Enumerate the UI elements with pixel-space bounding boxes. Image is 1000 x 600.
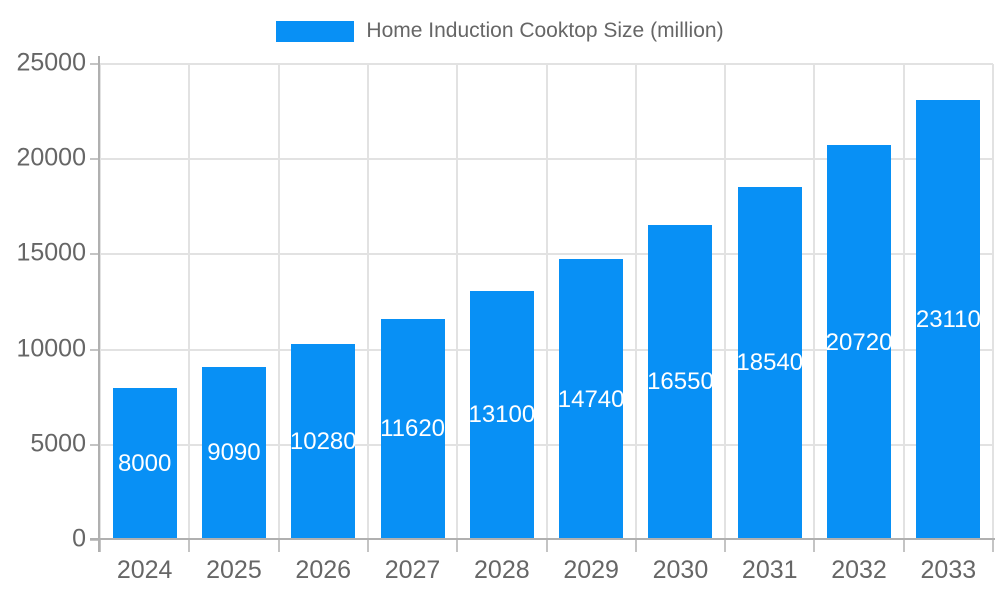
y-tick [90, 539, 100, 541]
bar-2033[interactable]: 23110 [915, 99, 981, 540]
y-axis-label: 15000 [16, 238, 86, 267]
x-gridline [366, 64, 369, 540]
bar-2025[interactable]: 9090 [201, 366, 266, 540]
y-tick [90, 158, 100, 161]
x-gridline [188, 64, 191, 540]
x-gridline [545, 64, 548, 540]
x-axis-label: 2024 [116, 556, 173, 584]
x-gridline [992, 64, 994, 540]
y-tick [90, 348, 100, 351]
y-axis-line [98, 56, 100, 552]
y-axis-label: 25000 [16, 48, 86, 77]
y-axis-label: 5000 [30, 429, 86, 458]
bar-value-label: 18540 [736, 349, 804, 377]
x-gridline [813, 64, 816, 540]
x-gridline [724, 64, 727, 540]
x-tick [634, 540, 637, 552]
x-gridline [634, 64, 637, 540]
x-axis-label: 2029 [563, 556, 619, 584]
bar-value-label: 14740 [557, 385, 625, 413]
x-axis-label: 2027 [384, 556, 441, 584]
x-tick [813, 540, 816, 552]
bar-value-label: 11620 [380, 415, 446, 443]
x-tick [188, 540, 191, 552]
x-gridline [277, 64, 280, 540]
bar-2031[interactable]: 18540 [736, 186, 804, 540]
bar-2029[interactable]: 14740 [557, 259, 625, 540]
y-axis-label: 20000 [16, 143, 86, 172]
legend-swatch[interactable] [276, 20, 355, 42]
x-gridline [99, 64, 101, 540]
x-axis-line [90, 538, 995, 540]
x-tick [992, 540, 994, 552]
x-tick [724, 540, 727, 552]
x-tick [99, 540, 101, 552]
bar-value-label: 10280 [289, 428, 357, 456]
bar-value-label: 9090 [207, 439, 261, 467]
bar-2024[interactable]: 8000 [112, 387, 177, 540]
legend: Home Induction Cooktop Size (million) [0, 16, 1000, 46]
x-tick [277, 540, 280, 552]
bar-2030[interactable]: 16550 [647, 224, 714, 540]
x-tick [456, 540, 459, 552]
x-gridline [902, 64, 905, 540]
x-tick [545, 540, 548, 552]
x-tick [902, 540, 905, 552]
y-axis-label: 0 [72, 524, 86, 553]
x-axis-label: 2025 [206, 556, 262, 584]
bar-value-label: 16550 [647, 368, 714, 396]
y-axis-label: 10000 [16, 333, 86, 362]
bar-2032[interactable]: 20720 [825, 145, 893, 540]
x-axis-label: 2032 [831, 556, 887, 584]
x-axis-label: 2030 [652, 556, 709, 584]
bar-2028[interactable]: 13100 [468, 290, 536, 540]
bar-value-label: 20720 [825, 328, 893, 356]
y-tick [90, 443, 100, 446]
x-axis-label: 2028 [474, 556, 530, 584]
x-axis-label: 2031 [741, 556, 798, 584]
bar-value-label: 13100 [468, 401, 536, 429]
y-tick [90, 253, 100, 256]
x-tick [366, 540, 369, 552]
bar-value-label: 23110 [915, 305, 981, 333]
x-axis-label: 2026 [295, 556, 352, 584]
y-tick [90, 63, 100, 65]
x-gridline [456, 64, 459, 540]
bar-value-label: 8000 [117, 449, 172, 477]
bar-2027[interactable]: 11620 [380, 318, 446, 540]
bar-2026[interactable]: 10280 [289, 344, 357, 540]
legend-label[interactable]: Home Induction Cooktop Size (million) [366, 19, 724, 42]
x-axis-label: 2033 [920, 556, 977, 584]
